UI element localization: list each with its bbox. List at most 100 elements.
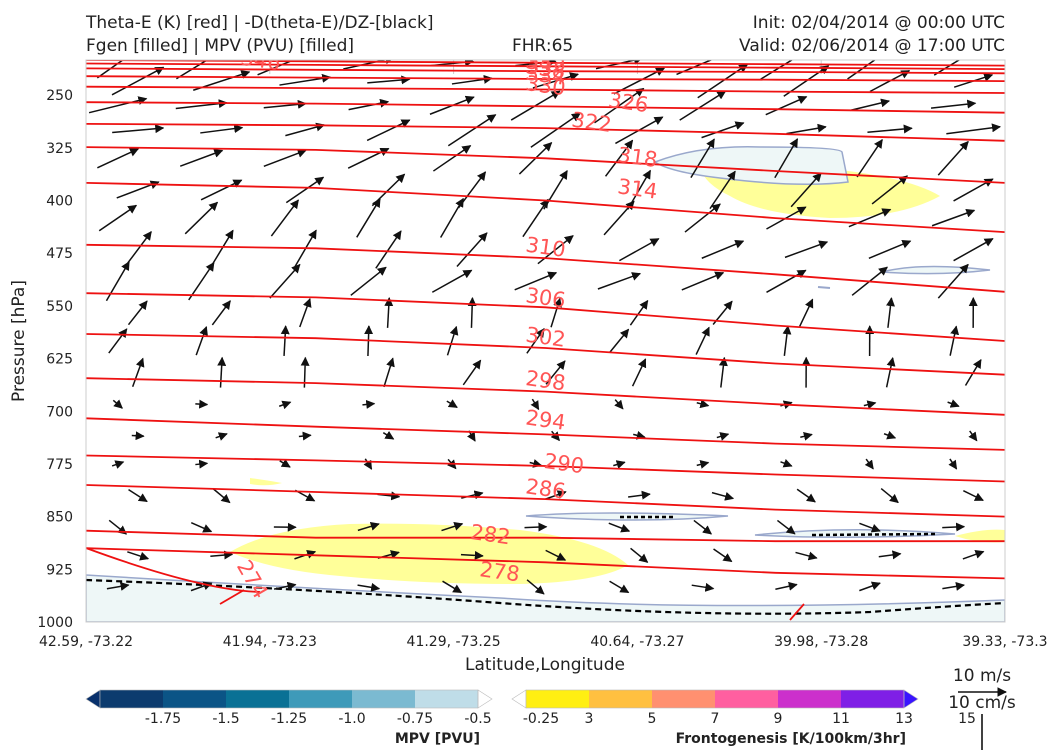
contour-label-306: 306 [524,283,567,312]
wind-vector [106,581,130,591]
wind-vector [931,208,976,227]
wind-vector [212,487,231,504]
y-tick-label: 700 [46,404,73,420]
wind-vector [184,201,219,235]
wind-vector [695,326,710,355]
wind-vector [112,124,165,134]
fgen-colorbar-tick-label: 5 [648,711,657,727]
theta-e-contour-346 [86,60,1005,67]
wind-vector [529,459,543,468]
theta-e-contour-290 [86,454,1005,483]
wind-vector [530,398,540,411]
x-tick-label: 41.29, -73.25 [407,634,501,650]
wind-vector [868,240,912,259]
y-tick-label: 475 [46,246,73,262]
wind-vector [446,325,459,356]
wind-vector [357,522,380,532]
contour-label-334: 334 [524,60,567,89]
wind-vector [885,357,896,388]
wind-vector [790,172,822,208]
contour-label-278: 278 [478,557,521,586]
wind-vector [460,550,484,560]
wind-vector [532,72,579,89]
theta-e-contour-278 [86,547,1005,580]
wind-vector [850,98,891,112]
plot-frame [85,59,1006,623]
wind-vector [179,149,224,167]
wind-vector [111,66,165,96]
theta-e-contour-274-segment [219,589,245,605]
wind-vector [711,491,735,501]
contour-label-322: 322 [570,108,613,137]
wind-vector [105,261,130,302]
wind-vector [630,547,649,563]
wind-vector [867,124,913,134]
wind-vector [526,328,545,354]
wind-vector [131,357,145,387]
wind-vector [200,124,244,134]
wind-vector [713,548,733,563]
wind-vector [799,298,814,327]
mpv-area-dot [817,286,831,289]
contour-label-330: 330 [524,71,567,100]
wind-vector [631,358,647,387]
wind-vector [930,99,977,109]
wind-vector [697,63,749,99]
theta-e-contour-314 [86,182,1005,233]
wind-vector [949,325,960,356]
fgen-colorbar-extend-right [903,689,919,709]
wind-vector [795,551,818,561]
wind-vector [544,490,567,500]
contour-label-298: 298 [524,366,567,395]
fgen-colorbar-extend-left [511,689,527,709]
wind-vector [691,582,715,592]
wind-vector [298,431,312,441]
wind-vector [628,490,651,500]
wind-vector [348,98,390,111]
contour-label-282: 282 [469,520,512,549]
wind-vector [946,123,1001,135]
wind-vector [780,458,793,468]
wind-vector [514,271,558,291]
wind-vector [128,488,148,503]
wind-vector [684,203,721,233]
wind-vector [524,522,548,532]
stability-contour-surface [86,578,1005,615]
wind-vector [942,581,965,591]
y-tick-label: 250 [46,88,73,104]
fgen-colorbar-tick-label: 15 [958,711,976,727]
mpv-colorbar-extend-right [477,689,493,709]
fgen-colorbar-tick-label: 13 [895,711,913,727]
x-tick-label: 39.33, -73.3 [962,634,1047,650]
wind-vector [269,263,301,299]
wind-vector [383,357,395,388]
contour-label-286: 286 [524,474,567,503]
wind-vector [614,399,624,410]
theta-e-contour-294 [86,417,1005,451]
theta-e-contour-298 [86,377,1005,416]
fgen-colorbar-swatch [589,690,653,708]
mpv-colorbar-title: MPV [PVU] [395,731,480,747]
y-tick-label: 400 [46,194,73,210]
wind-vector [211,300,231,326]
theta-e-contour-274 [86,547,261,593]
wind-vector [776,519,796,535]
mpv-colorbar-tick-label: -1.75 [145,711,181,727]
wind-vector [462,359,482,386]
wind-vector [545,549,567,561]
wind-vector [127,551,150,561]
contour-label-302: 302 [524,323,567,352]
wind-vector [942,522,966,532]
wind-vector [431,269,473,293]
wind-vector [88,96,148,114]
wind-vector [356,198,381,238]
wind-vector [257,60,296,76]
wind-vector [937,263,969,299]
wind-vector [190,522,213,533]
mpv-area-mid [881,265,991,275]
wind-vector [375,230,402,269]
mpv-colorbar-tick-label: -1.5 [212,711,239,727]
mpv-area-surface [86,574,1005,622]
mpv-colorbar-swatch [163,690,227,708]
wind-vector [270,199,299,237]
